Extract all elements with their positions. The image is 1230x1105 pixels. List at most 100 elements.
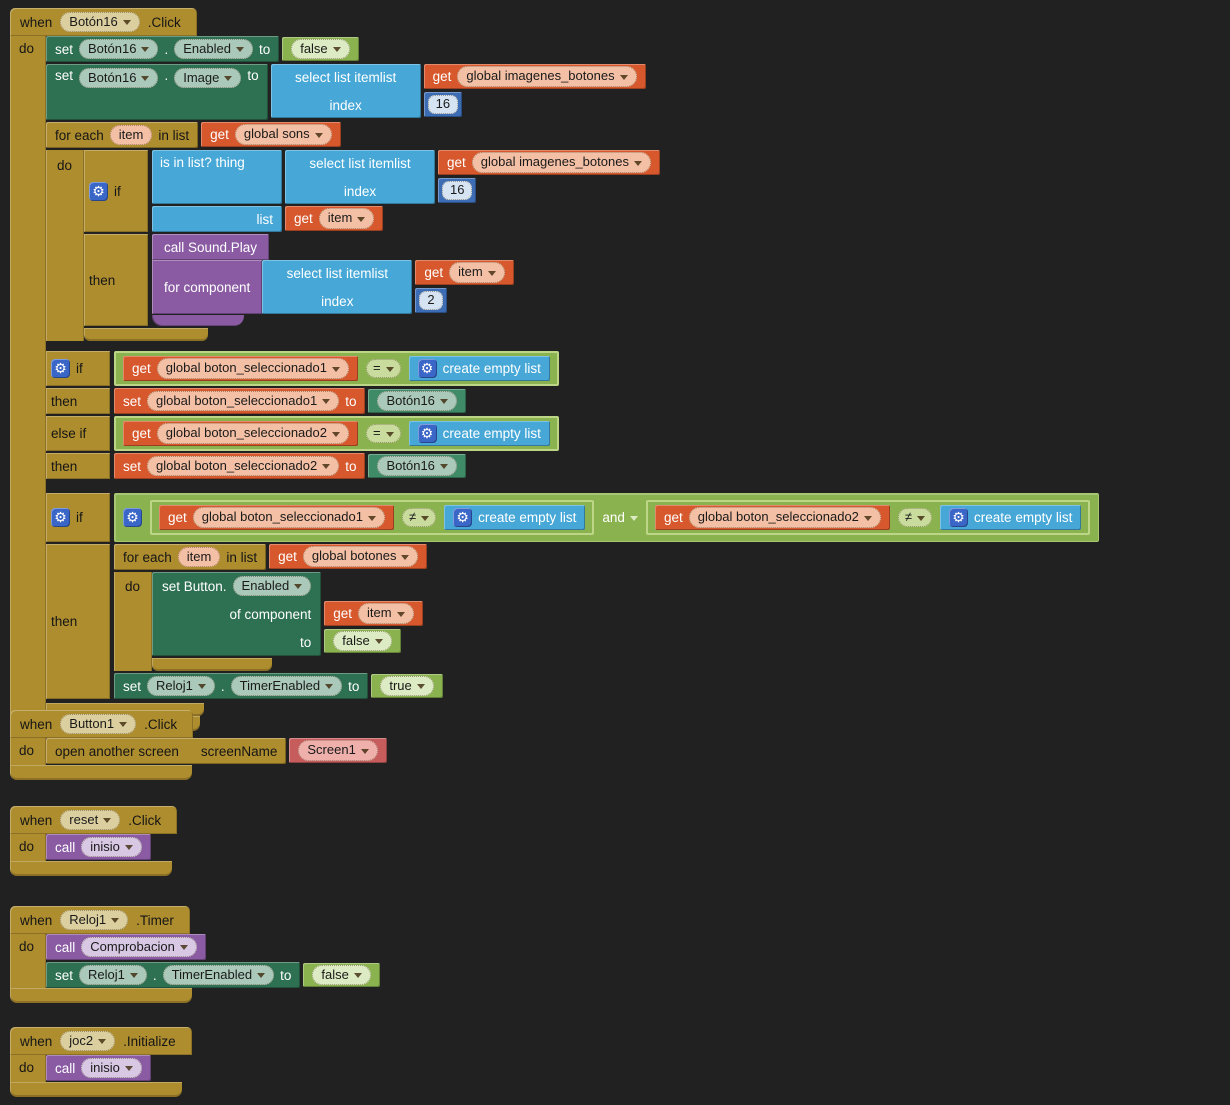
- when-button1-click-block[interactable]: when Button1 .Click do open another scre…: [10, 710, 387, 780]
- component-dropdown[interactable]: Botón16: [79, 68, 159, 89]
- get-variable-block[interactable]: get global sons: [201, 122, 341, 147]
- set-property-block[interactable]: set Reloj1 . TimerEnabled: [114, 673, 369, 699]
- not-equal-comparison-block[interactable]: get global boton_seleccionado1 ≠: [150, 500, 595, 535]
- when-reset-click-block[interactable]: when reset .Click do call inisio: [10, 806, 178, 876]
- not-equal-comparison-block[interactable]: get global boton_seleccionado2 ≠: [645, 500, 1091, 535]
- get-item-block[interactable]: get item: [415, 260, 514, 285]
- get-variable-block[interactable]: get global boton_seleccionado2: [123, 421, 358, 446]
- when-reloj1-timer-block[interactable]: when Reloj1 .Timer do call Comprobacion …: [10, 906, 380, 1003]
- mutator-gear-icon[interactable]: ⚙: [51, 359, 70, 378]
- get-variable-block[interactable]: get global imagenes_botones: [438, 150, 660, 175]
- logic-false-block[interactable]: false: [282, 37, 359, 61]
- component-dropdown[interactable]: Reloj1: [60, 909, 129, 931]
- property-dropdown[interactable]: TimerEnabled: [230, 675, 343, 697]
- get-variable-block[interactable]: get global boton_seleccionado2: [654, 505, 890, 530]
- number-value[interactable]: 16: [427, 95, 459, 114]
- component-dropdown[interactable]: Reloj1: [79, 964, 147, 986]
- mutator-gear-icon[interactable]: ⚙: [89, 181, 108, 201]
- get-variable-block[interactable]: get global boton_seleccionado1: [123, 356, 358, 381]
- logic-true-block[interactable]: true: [371, 674, 443, 698]
- number-value[interactable]: 2: [419, 291, 443, 310]
- loop-var-pill[interactable]: item: [177, 546, 221, 568]
- get-variable-block[interactable]: get global imagenes_botones: [423, 64, 646, 89]
- set-property-block[interactable]: set Reloj1 . TimerEnabled to: [46, 962, 301, 988]
- foreach-block[interactable]: for each item in list: [114, 544, 267, 570]
- select-list-item-block[interactable]: select list item list index: [285, 150, 435, 204]
- component-dropdown[interactable]: Botón16: [377, 390, 457, 412]
- variable-dropdown[interactable]: global botones: [302, 546, 419, 567]
- equals-comparison-block[interactable]: get global boton_seleccionado2 = ⚙: [114, 416, 559, 451]
- screen-value-block[interactable]: Screen1: [289, 738, 387, 763]
- variable-dropdown[interactable]: global imagenes_botones: [471, 152, 651, 173]
- mutator-gear-icon[interactable]: ⚙: [417, 359, 437, 378]
- component-value-block[interactable]: Botón16: [368, 389, 466, 413]
- component-dropdown[interactable]: Botón16: [79, 38, 159, 60]
- set-property-block[interactable]: set Botón16 . Enabled to: [46, 36, 280, 62]
- variable-dropdown[interactable]: global boton_seleccionado1: [156, 358, 349, 379]
- and-logic-block[interactable]: ⚙ get global boton_seleccionado1 ≠: [114, 493, 1100, 542]
- procedure-dropdown[interactable]: Comprobacion: [81, 936, 197, 958]
- if-block[interactable]: ⚙ if is in list? thing s: [84, 150, 660, 326]
- variable-dropdown[interactable]: item: [449, 262, 505, 283]
- screen-dropdown[interactable]: Screen1: [298, 740, 378, 761]
- if-else-block[interactable]: ⚙ if get global boton_seleccionado1: [46, 351, 559, 479]
- set-property-block[interactable]: set Botón16 . Image to: [46, 64, 268, 120]
- call-procedure-block[interactable]: call Comprobacion: [46, 934, 206, 960]
- component-dropdown[interactable]: Botón16: [60, 11, 140, 33]
- variable-dropdown[interactable]: item: [358, 603, 414, 624]
- foreach-block[interactable]: for each item in list: [46, 122, 199, 148]
- open-screen-block[interactable]: open another screen screenName: [46, 738, 287, 764]
- number-value[interactable]: 16: [442, 181, 473, 200]
- mutator-gear-icon[interactable]: ⚙: [453, 508, 473, 527]
- variable-dropdown[interactable]: global boton_seleccionado1: [192, 507, 385, 528]
- property-dropdown[interactable]: Enabled: [174, 38, 253, 60]
- component-dropdown[interactable]: Button1: [60, 713, 137, 735]
- is-in-list-block[interactable]: is in list? thing select list item list …: [152, 150, 660, 232]
- number-block[interactable]: 2: [415, 288, 447, 313]
- logic-dropdown[interactable]: false: [312, 964, 371, 986]
- variable-dropdown[interactable]: global imagenes_botones: [457, 66, 637, 87]
- call-procedure-block[interactable]: call inisio: [46, 1055, 151, 1081]
- variable-dropdown[interactable]: global boton_seleccionado1: [147, 390, 340, 412]
- component-dropdown[interactable]: joc2: [60, 1030, 116, 1052]
- when-boton16-click-block[interactable]: when Botón16 .Click do set Botón16 .: [10, 8, 1100, 731]
- create-empty-list-block[interactable]: ⚙ create empty list: [408, 356, 550, 381]
- property-dropdown[interactable]: Enabled: [232, 575, 312, 597]
- create-empty-list-block[interactable]: ⚙ create empty list: [940, 505, 1082, 530]
- procedure-dropdown[interactable]: inisio: [81, 836, 142, 858]
- variable-dropdown[interactable]: global sons: [234, 124, 332, 145]
- logic-dropdown[interactable]: false: [291, 38, 350, 60]
- mutator-gear-icon[interactable]: ⚙: [51, 508, 70, 527]
- property-dropdown[interactable]: Image: [174, 68, 242, 89]
- and-dropdown[interactable]: and: [602, 510, 638, 525]
- event-header[interactable]: when Botón16 .Click: [10, 8, 197, 36]
- component-dropdown[interactable]: Reloj1: [147, 675, 215, 697]
- get-variable-block[interactable]: get global boton_seleccionado1: [159, 505, 394, 530]
- mutator-gear-icon[interactable]: ⚙: [417, 424, 437, 443]
- set-generic-property-block[interactable]: set Button. Enabled of component: [152, 572, 322, 656]
- component-value-block[interactable]: Botón16: [368, 454, 466, 478]
- call-procedure-block[interactable]: call inisio: [46, 834, 151, 860]
- operator-dropdown[interactable]: ≠: [897, 508, 933, 527]
- select-list-item-block[interactable]: select list item list index: [262, 260, 413, 314]
- event-header[interactable]: when joc2 .Initialize: [10, 1027, 192, 1055]
- variable-dropdown[interactable]: global boton_seleccionado2: [156, 423, 349, 444]
- get-item-block[interactable]: get item: [324, 601, 423, 626]
- set-variable-block[interactable]: set global boton_seleccionado2 to: [114, 453, 366, 479]
- variable-dropdown[interactable]: item: [318, 208, 375, 229]
- logic-false-block[interactable]: false: [303, 963, 380, 987]
- procedure-dropdown[interactable]: inisio: [81, 1057, 142, 1079]
- number-block[interactable]: 16: [423, 92, 463, 117]
- call-sound-play-block[interactable]: call Sound.Play for component select lis…: [152, 234, 514, 326]
- set-variable-block[interactable]: set global boton_seleccionado1 to: [114, 388, 366, 414]
- create-empty-list-block[interactable]: ⚙ create empty list: [408, 421, 550, 446]
- operator-dropdown[interactable]: =: [365, 359, 401, 378]
- variable-dropdown[interactable]: global boton_seleccionado2: [147, 455, 340, 477]
- component-dropdown[interactable]: reset: [60, 809, 121, 831]
- logic-false-block[interactable]: false: [324, 629, 401, 653]
- equals-comparison-block[interactable]: get global boton_seleccionado1 = ⚙: [114, 351, 559, 386]
- event-header[interactable]: when Button1 .Click: [10, 710, 194, 738]
- get-item-block[interactable]: get item: [285, 206, 384, 231]
- mutator-gear-icon[interactable]: ⚙: [949, 508, 969, 527]
- event-header[interactable]: when reset .Click: [10, 806, 178, 834]
